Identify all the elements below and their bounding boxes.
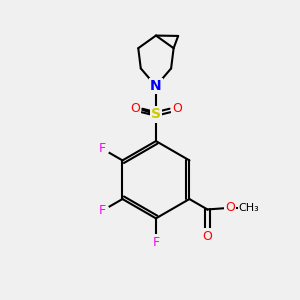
- Text: F: F: [98, 142, 106, 155]
- Text: O: O: [225, 202, 235, 214]
- Text: O: O: [130, 102, 140, 115]
- Text: O: O: [172, 102, 182, 115]
- Text: F: F: [152, 236, 160, 249]
- Text: S: S: [151, 107, 161, 121]
- Text: N: N: [150, 79, 162, 93]
- Text: F: F: [98, 204, 106, 218]
- Text: O: O: [202, 230, 212, 243]
- Text: CH₃: CH₃: [239, 203, 260, 213]
